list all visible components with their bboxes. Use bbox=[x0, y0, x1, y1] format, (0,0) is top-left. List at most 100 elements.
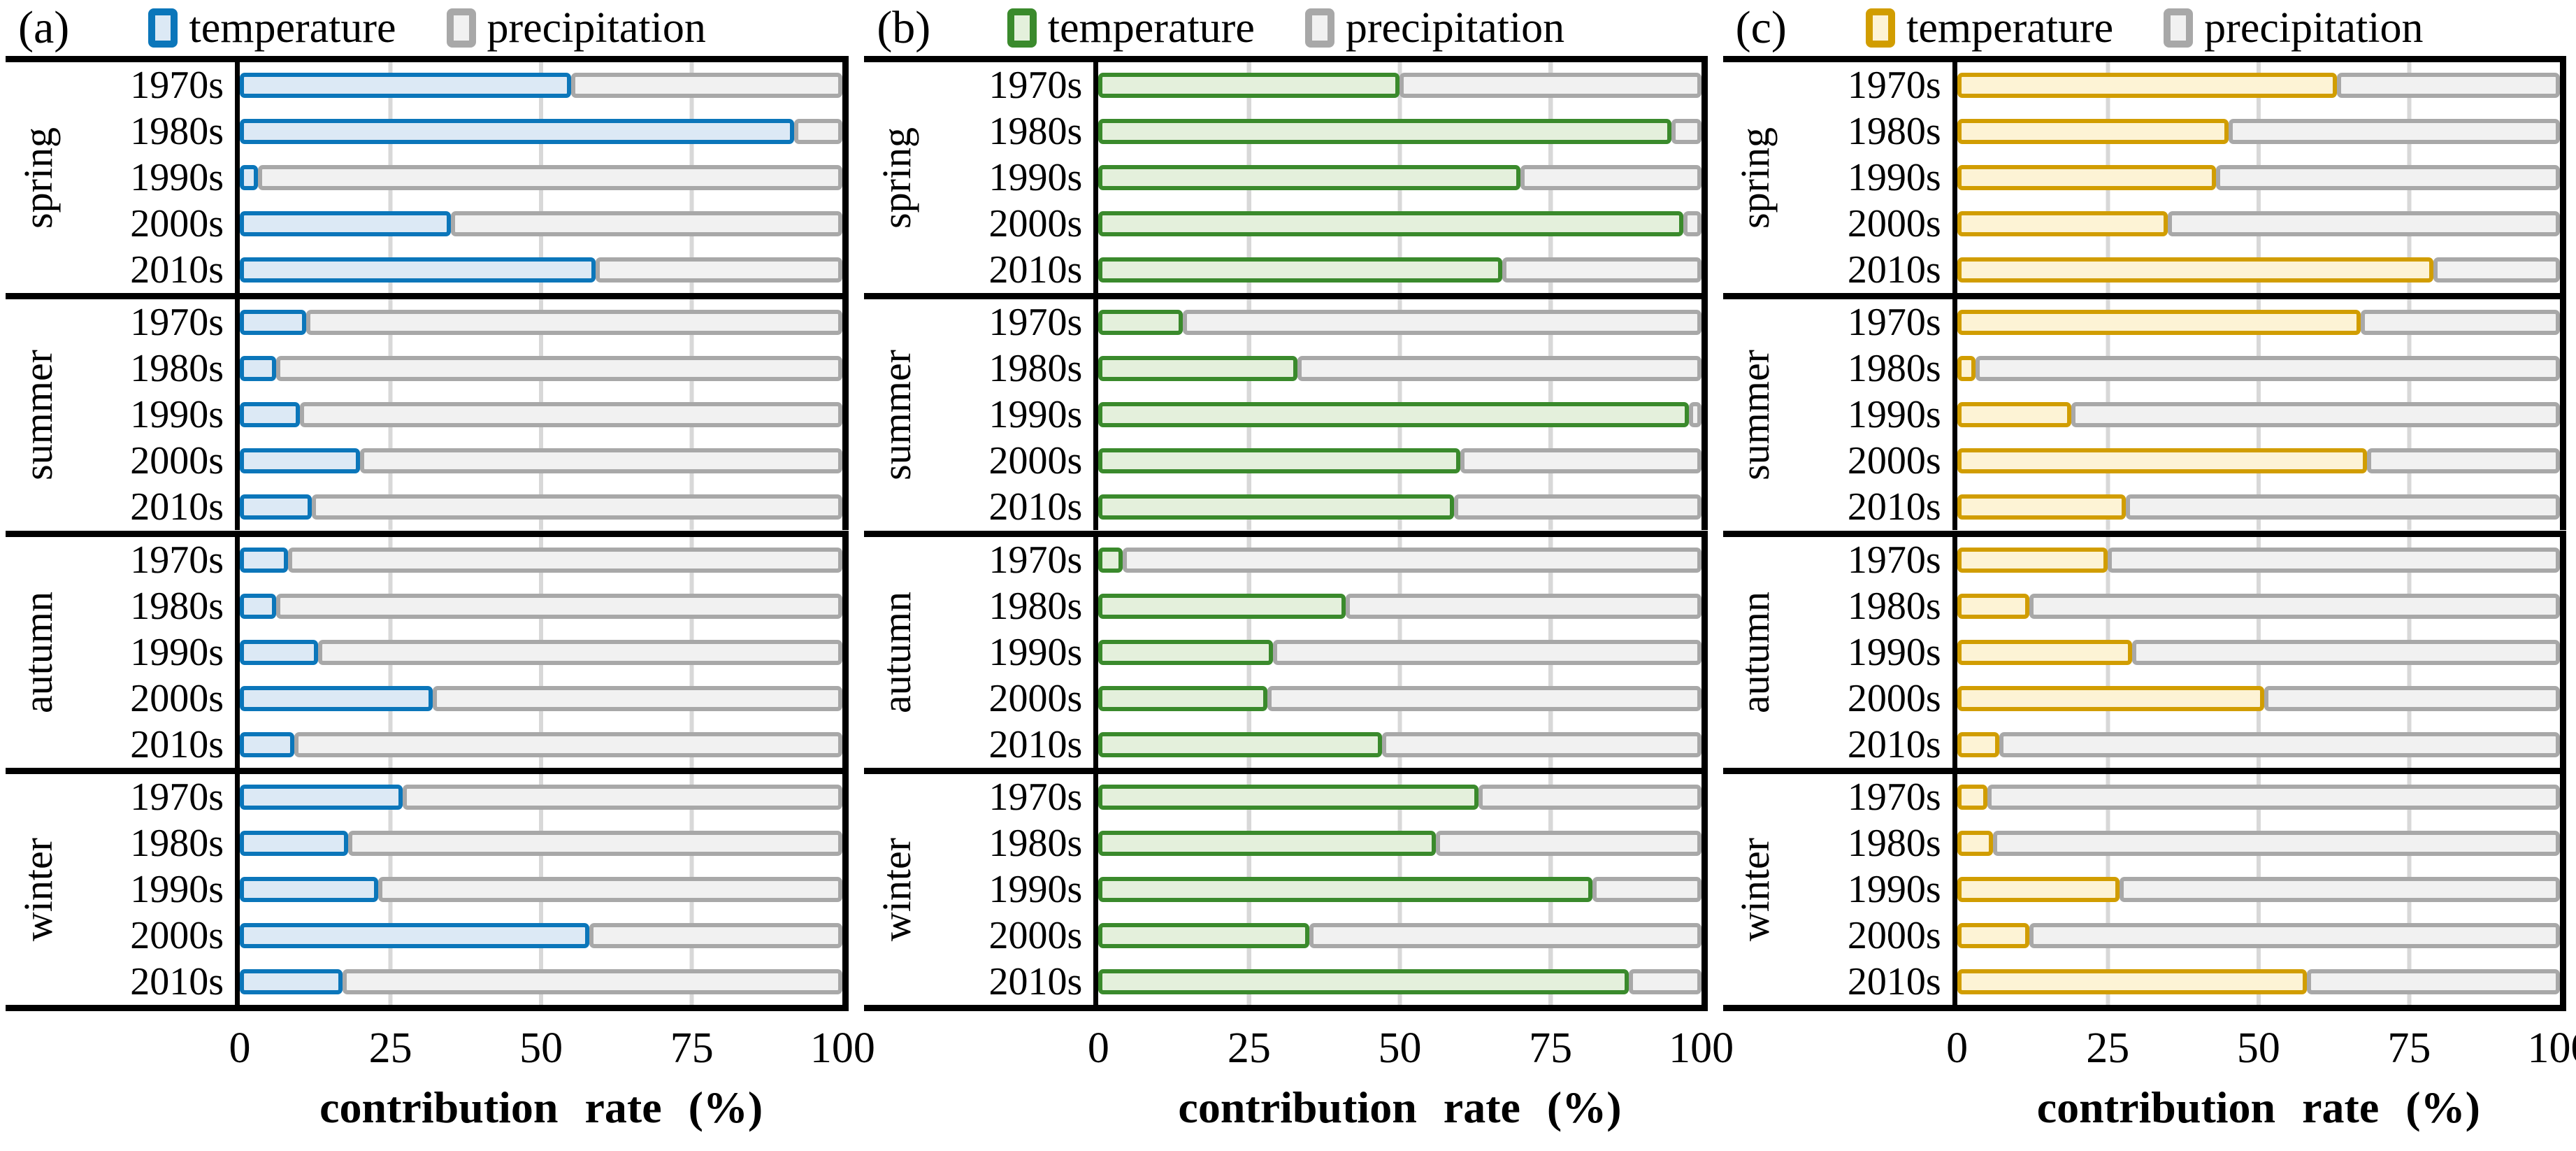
x-axis-title-row: contribution rate (%) bbox=[6, 1085, 849, 1151]
bar-area bbox=[235, 484, 849, 531]
legend: temperature precipitation bbox=[148, 3, 706, 53]
decade-row: 1980s bbox=[928, 820, 1708, 866]
precipitation-bar-segment bbox=[2071, 402, 2560, 428]
temperature-bar-segment bbox=[1098, 731, 1382, 757]
stacked-bar bbox=[1957, 402, 2560, 428]
decade-row: 2000s bbox=[1787, 438, 2566, 485]
decade-label: 2000s bbox=[988, 676, 1083, 720]
precipitation-bar-segment bbox=[2131, 639, 2560, 665]
decade-label: 2000s bbox=[130, 202, 224, 246]
decade-row: 2010s bbox=[1787, 721, 2566, 768]
decade-label: 1990s bbox=[1847, 156, 1941, 200]
season-label: spring bbox=[1732, 127, 1778, 229]
precipitation-bar-segment bbox=[1436, 830, 1701, 856]
decade-row: 1980s bbox=[928, 108, 1708, 155]
season-rows: 1970s 1980s 1990s 2000s 2010s bbox=[928, 299, 1708, 531]
decade-row: 1970s bbox=[70, 62, 849, 109]
x-axis-ticks-row: 0 25 50 75 100 bbox=[6, 1011, 875, 1085]
season-rows: 1970s 1980s 1990s 2000s 2010s bbox=[928, 773, 1708, 1005]
season-rows: 1970s 1980s 1990s 2000s 2010s bbox=[1787, 773, 2566, 1005]
stacked-bar bbox=[240, 876, 843, 902]
decade-row: 1970s bbox=[70, 299, 849, 346]
temperature-bar-segment bbox=[240, 356, 276, 382]
decade-label: 1980s bbox=[130, 584, 224, 628]
precipitation-bar-segment bbox=[2029, 922, 2560, 948]
temperature-bar-segment bbox=[1098, 165, 1520, 191]
precipitation-bar-segment bbox=[2336, 73, 2560, 99]
stacked-bar bbox=[1098, 73, 1701, 99]
stacked-bar bbox=[1098, 165, 1701, 191]
season-cell: autumn bbox=[6, 537, 70, 768]
season-block-summer: summer 1970s 1980s 1990s 2000s 2010s bbox=[1722, 293, 2566, 531]
decade-label: 1970s bbox=[988, 301, 1083, 345]
temperature-bar-segment bbox=[1098, 402, 1690, 428]
bar-area bbox=[1093, 438, 1708, 485]
decade-row: 2000s bbox=[928, 912, 1708, 959]
legend-item-temperature: temperature bbox=[148, 3, 396, 53]
legend-item-precipitation: precipitation bbox=[1304, 3, 1564, 53]
decade-row: 1970s bbox=[1787, 62, 2566, 109]
season-cell: winter bbox=[6, 774, 70, 1005]
temperature-bar-segment bbox=[1957, 165, 2217, 191]
stacked-bar bbox=[1098, 119, 1701, 145]
bar-area bbox=[1952, 629, 2566, 675]
precipitation-bar-segment bbox=[1689, 402, 1701, 428]
stacked-bar bbox=[240, 731, 843, 757]
stacked-bar bbox=[240, 73, 843, 99]
temperature-bar-segment bbox=[240, 784, 403, 810]
decade-label: 2000s bbox=[130, 439, 224, 483]
decade-label: 2000s bbox=[988, 913, 1083, 957]
decade-label: 2010s bbox=[1847, 959, 1941, 1003]
stacked-bar bbox=[1098, 211, 1701, 237]
bar-area bbox=[1952, 721, 2566, 768]
bar-area bbox=[1093, 299, 1708, 346]
decade-row: 1990s bbox=[70, 866, 849, 913]
bar-area bbox=[1093, 108, 1708, 155]
decade-label: 1980s bbox=[1847, 347, 1941, 391]
temperature-bar-segment bbox=[240, 731, 294, 757]
season-rows: 1970s 1980s 1990s 2000s 2010s bbox=[70, 773, 849, 1005]
decade-label: 2010s bbox=[988, 722, 1083, 766]
x-axis-title: contribution rate (%) bbox=[319, 1082, 763, 1132]
stacked-bar bbox=[1957, 547, 2560, 573]
decade-row: 2010s bbox=[1787, 484, 2566, 531]
bar-area bbox=[1093, 721, 1708, 768]
decade-row: 1980s bbox=[70, 820, 849, 866]
season-block-summer: summer 1970s 1980s 1990s 2000s 2010s bbox=[864, 293, 1708, 531]
temperature-bar-segment bbox=[1098, 356, 1297, 382]
panel-tag: (a) bbox=[18, 2, 70, 53]
x-axis-tick-label: 50 bbox=[519, 1024, 563, 1072]
precipitation-bar-segment bbox=[2433, 257, 2560, 283]
decade-label: 2010s bbox=[988, 248, 1083, 292]
bar-area bbox=[1093, 536, 1708, 583]
bar-area bbox=[235, 582, 849, 629]
x-axis-tick-label: 25 bbox=[2086, 1024, 2130, 1072]
temperature-legend-swatch-icon bbox=[148, 8, 178, 48]
precipitation-bar-segment bbox=[300, 402, 843, 428]
precipitation-bar-segment bbox=[1345, 593, 1701, 619]
decade-label: 1980s bbox=[130, 821, 224, 865]
decade-row: 2000s bbox=[928, 201, 1708, 248]
precipitation-legend-swatch-icon bbox=[1304, 8, 1334, 48]
bar-area bbox=[1952, 247, 2566, 294]
bar-area bbox=[235, 108, 849, 155]
season-rows: 1970s 1980s 1990s 2000s 2010s bbox=[70, 299, 849, 531]
bar-area bbox=[1093, 345, 1708, 392]
decade-row: 1990s bbox=[70, 155, 849, 201]
x-axis-title-row: contribution rate (%) bbox=[1723, 1085, 2566, 1151]
decade-label: 1970s bbox=[1847, 301, 1941, 345]
title-spacer bbox=[864, 1085, 1098, 1151]
decade-row: 1970s bbox=[928, 62, 1708, 109]
decade-row: 2010s bbox=[928, 721, 1708, 768]
stacked-bar bbox=[1098, 356, 1701, 382]
temperature-bar-segment bbox=[1098, 257, 1503, 283]
decade-row: 2010s bbox=[928, 958, 1708, 1005]
bar-area bbox=[1093, 866, 1708, 913]
decade-row: 1990s bbox=[928, 629, 1708, 675]
precipitation-bar-segment bbox=[275, 356, 843, 382]
bar-area bbox=[1093, 912, 1708, 959]
temperature-bar-segment bbox=[240, 310, 306, 336]
decade-row: 1990s bbox=[1787, 155, 2566, 201]
decade-label: 2000s bbox=[1847, 202, 1941, 246]
precipitation-legend-label: precipitation bbox=[2204, 3, 2424, 52]
